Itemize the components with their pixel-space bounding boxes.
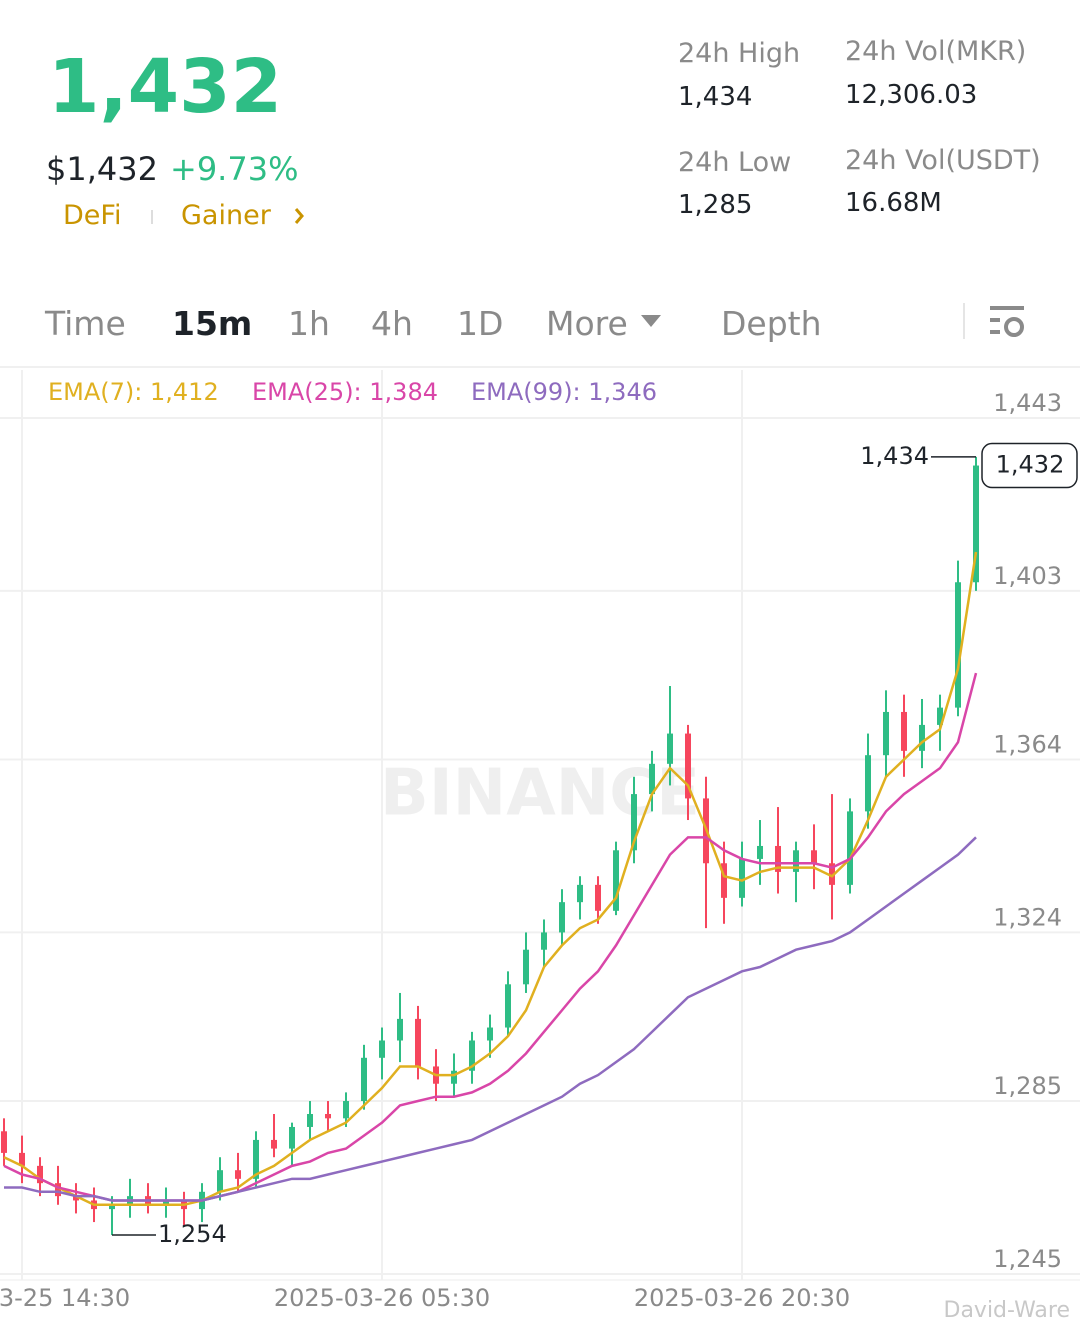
legend-entry: EMA(99): 1,346 [471, 378, 657, 406]
stat-value: 12,306.03 [845, 80, 978, 110]
candle-body [235, 1170, 241, 1179]
separator [963, 303, 965, 339]
candle-body [919, 724, 925, 751]
candle-body [379, 1040, 385, 1058]
candle-body [217, 1170, 223, 1192]
candle-body [55, 1183, 61, 1197]
candle-body [883, 711, 889, 756]
candle-body [667, 733, 673, 764]
candle-body [487, 1027, 493, 1041]
candle-body [847, 811, 853, 885]
candle-body [811, 850, 817, 864]
candle-body [163, 1200, 169, 1205]
candle-body [307, 1113, 313, 1127]
y-tick-label: 1,285 [993, 1072, 1062, 1100]
stat-value: 1,434 [678, 82, 753, 112]
tag[interactable]: Gainer [181, 200, 271, 231]
legend-entry: EMA(25): 1,384 [252, 378, 438, 406]
candle-body [73, 1196, 79, 1201]
ema-line [3, 672, 978, 1202]
price-change: +9.73% [170, 150, 299, 188]
candle-body [289, 1126, 295, 1149]
candle-body [325, 1113, 331, 1119]
candle-body [865, 755, 871, 812]
last-price: 1,432 [48, 44, 283, 130]
candle-body [505, 984, 511, 1028]
separator [151, 210, 153, 224]
candle-body [415, 1018, 421, 1067]
candle-body [739, 858, 745, 898]
y-tick-label: 1,324 [993, 903, 1062, 931]
y-tick-label: 1,443 [993, 389, 1062, 417]
candle-body [955, 582, 961, 708]
annotation: 1,434 [860, 442, 929, 470]
stat-value: 1,285 [678, 190, 753, 220]
tab[interactable]: More [546, 304, 628, 343]
candle-body [361, 1057, 367, 1102]
dropdown-icon[interactable] [640, 314, 662, 328]
x-tick-label: 2025-03-26 20:30 [634, 1284, 850, 1312]
settings-icon[interactable] [988, 303, 1028, 341]
tag[interactable]: DeFi [63, 200, 122, 231]
annotation: 1,254 [158, 1220, 227, 1248]
watermark: BINANCE [380, 757, 700, 831]
candle-body [793, 850, 799, 872]
candle-body [649, 763, 655, 795]
stat-value: 16.68M [845, 188, 942, 218]
candle-body [469, 1040, 475, 1071]
candle-body [613, 850, 619, 911]
candle-body [397, 1018, 403, 1041]
stat-label: 24h High [678, 38, 801, 69]
tab[interactable]: Depth [721, 304, 822, 343]
footer-watermark: David-Ware [944, 1298, 1071, 1323]
ema-line [3, 551, 978, 1207]
candle-body [595, 884, 601, 911]
candle-body [37, 1165, 43, 1184]
candle-body [19, 1152, 25, 1166]
candle-body [685, 733, 691, 799]
tab[interactable]: 1D [457, 304, 504, 343]
price-usd: $1,432 [46, 150, 158, 188]
candle-body [343, 1101, 349, 1119]
tab[interactable]: 1h [288, 304, 330, 343]
candle-body [631, 794, 637, 851]
stat-label: 24h Vol(USDT) [845, 145, 1041, 176]
last-price-box [981, 442, 1078, 489]
chevron [294, 208, 304, 224]
candle-body [775, 845, 781, 872]
stat-label: 24h Low [678, 147, 792, 178]
candle-body [523, 949, 529, 985]
y-tick-label: 1,245 [993, 1245, 1062, 1273]
candle-body [559, 902, 565, 933]
divider [0, 366, 1080, 368]
candle-body [109, 1204, 115, 1210]
candle-body [577, 884, 583, 903]
candle-body [253, 1139, 259, 1179]
tab[interactable]: 4h [371, 304, 413, 343]
ema-line [4, 836, 977, 1202]
candle-body [1, 1131, 7, 1153]
candle-body [271, 1139, 277, 1149]
y-tick-label: 1,403 [993, 562, 1062, 590]
x-tick-label: 2025-03-26 05:30 [274, 1284, 490, 1312]
tab[interactable]: Time [45, 304, 126, 343]
legend-entry: EMA(7): 1,412 [48, 378, 219, 406]
tab[interactable]: 15m [172, 304, 253, 343]
candle-body [721, 863, 727, 898]
candle-body [829, 863, 835, 885]
candle-body [451, 1070, 457, 1084]
candle-body [937, 707, 943, 725]
last-price-label: 1,432 [996, 451, 1065, 479]
stat-label: 24h Vol(MKR) [845, 36, 1027, 67]
candle-body [757, 845, 763, 859]
candle-body [901, 711, 907, 751]
y-tick-label: 1,364 [993, 731, 1062, 759]
candle-body [973, 465, 979, 583]
candle-body [541, 932, 547, 950]
x-tick-label: 2025-03-25 14:30 [0, 1284, 130, 1312]
